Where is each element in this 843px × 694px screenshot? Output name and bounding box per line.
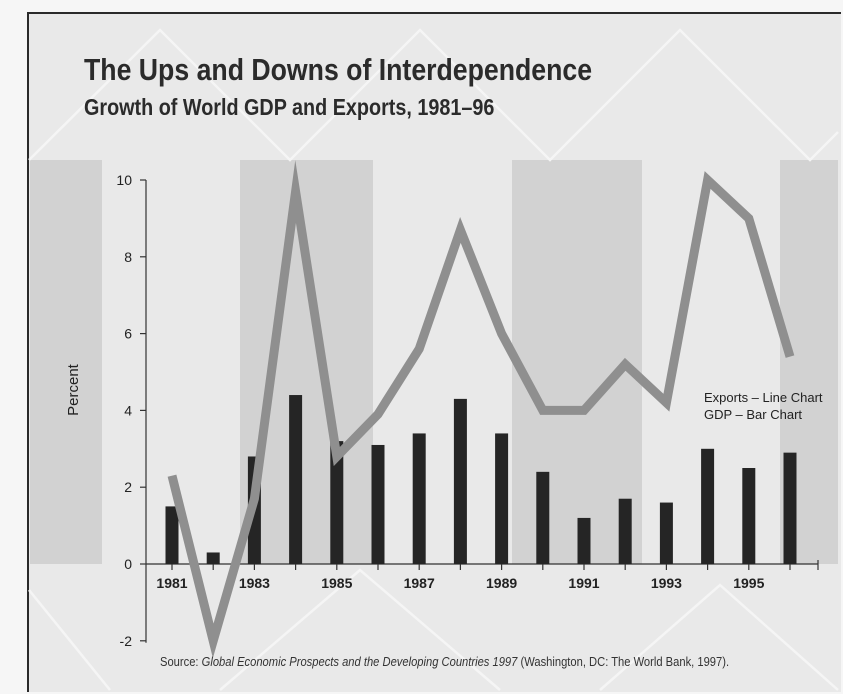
- chart-frame: [27, 12, 841, 692]
- legend-gdp: GDP – Bar Chart: [704, 407, 802, 422]
- chart-subtitle: Growth of World GDP and Exports, 1981–96: [84, 94, 495, 120]
- gdp-bar: [618, 498, 632, 564]
- gdp-bar: [783, 452, 797, 564]
- x-tick-label: 1995: [733, 575, 764, 591]
- y-tick-label: 6: [124, 326, 132, 342]
- gdp-bar: [577, 517, 591, 564]
- y-tick-label: 8: [124, 249, 132, 265]
- gdp-bar: [659, 502, 673, 564]
- gdp-bar: [412, 433, 426, 564]
- source-note: Source: Global Economic Prospects and th…: [160, 654, 729, 669]
- gdp-bar: [371, 444, 385, 564]
- gdp-bar: [536, 471, 550, 564]
- shaded-band: [512, 160, 642, 564]
- x-tick-label: 1983: [239, 575, 270, 591]
- background-lattice: [28, 568, 839, 691]
- x-tick-label: 1989: [486, 575, 517, 591]
- gdp-bar: [742, 468, 756, 564]
- source-title: Global Economic Prospects and the Develo…: [201, 654, 518, 669]
- shaded-band: [30, 160, 102, 564]
- gdp-bar: [453, 398, 467, 564]
- source-suffix: (Washington, DC: The World Bank, 1997).: [520, 654, 730, 669]
- y-tick-label: -2: [120, 633, 133, 649]
- gdp-bar: [701, 448, 715, 564]
- shaded-band: [240, 160, 373, 564]
- exports-line: [167, 160, 795, 659]
- y-axis-label: Percent: [65, 363, 82, 416]
- source-prefix: Source:: [160, 654, 199, 669]
- x-tick-label: 1981: [156, 575, 187, 591]
- chart-title: The Ups and Downs of Interdependence: [84, 52, 593, 87]
- gdp-bar: [495, 433, 509, 564]
- background-lattice: [28, 28, 839, 162]
- gdp-bar: [165, 506, 179, 564]
- x-tick-label: 1985: [321, 575, 352, 591]
- y-tick-label: 0: [124, 556, 132, 572]
- gdp-bar: [289, 395, 303, 564]
- legend-exports: Exports – Line Chart: [704, 390, 823, 405]
- gdp-bar: [330, 441, 344, 564]
- gdp-bar: [206, 552, 220, 564]
- y-tick-label: 4: [124, 402, 132, 418]
- y-tick-label: 2: [124, 479, 132, 495]
- x-tick-label: 1991: [568, 575, 599, 591]
- x-tick-label: 1993: [651, 575, 682, 591]
- x-tick-label: 1987: [404, 575, 435, 591]
- y-tick-label: 10: [116, 172, 132, 188]
